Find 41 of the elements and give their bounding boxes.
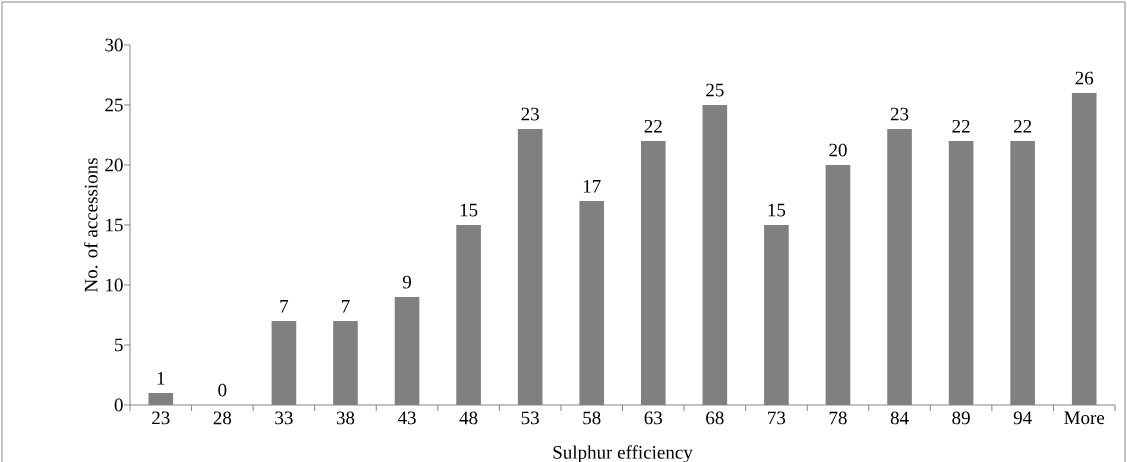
x-tick-label: 58 [583, 411, 601, 425]
data-label: 1 [157, 371, 165, 385]
data-label: 22 [952, 119, 970, 133]
x-tick-label: 78 [829, 411, 847, 425]
y-tick-label: 20 [105, 158, 123, 172]
x-tick-label: 28 [213, 411, 232, 425]
x-tick-label: 94 [1013, 411, 1032, 425]
data-label: 22 [644, 119, 662, 133]
x-tick-label: 38 [336, 411, 355, 425]
x-tick-label: 33 [275, 411, 293, 425]
data-label: 20 [829, 143, 847, 157]
data-label: 15 [768, 203, 786, 217]
data-label: 23 [890, 107, 909, 121]
y-axis-title: No. of accessions [83, 158, 98, 292]
x-tick-label: 48 [459, 411, 478, 425]
x-tick-label: 84 [890, 411, 909, 425]
y-tick-label: 10 [106, 278, 123, 292]
x-tick-label: 43 [397, 411, 416, 425]
data-label: 25 [706, 83, 724, 97]
data-label: 15 [460, 203, 478, 217]
data-label: 7 [341, 300, 350, 313]
data-label: 26 [1075, 71, 1094, 85]
y-tick-label: 5 [115, 338, 123, 352]
data-label: 9 [402, 275, 412, 289]
x-tick-label: 73 [768, 411, 786, 425]
x-axis-title: Sulphur efficiency [553, 445, 693, 462]
data-label: 7 [280, 300, 289, 313]
data-label: 0 [218, 383, 227, 397]
y-tick-label: 30 [105, 38, 123, 52]
y-tick-label: 25 [105, 98, 123, 112]
x-tick-label: 53 [521, 411, 539, 425]
data-label: 17 [583, 179, 601, 193]
y-tick-label: 15 [106, 218, 123, 232]
data-label: 23 [521, 107, 539, 121]
x-tick-label: 23 [152, 411, 170, 425]
x-tick-label: 63 [644, 411, 663, 425]
x-tick-label: 89 [952, 411, 970, 425]
x-tick-label: 68 [706, 411, 724, 425]
y-tick-label: 0 [114, 398, 123, 412]
data-label: 22 [1013, 119, 1032, 133]
x-tick-label: More [1064, 411, 1105, 425]
